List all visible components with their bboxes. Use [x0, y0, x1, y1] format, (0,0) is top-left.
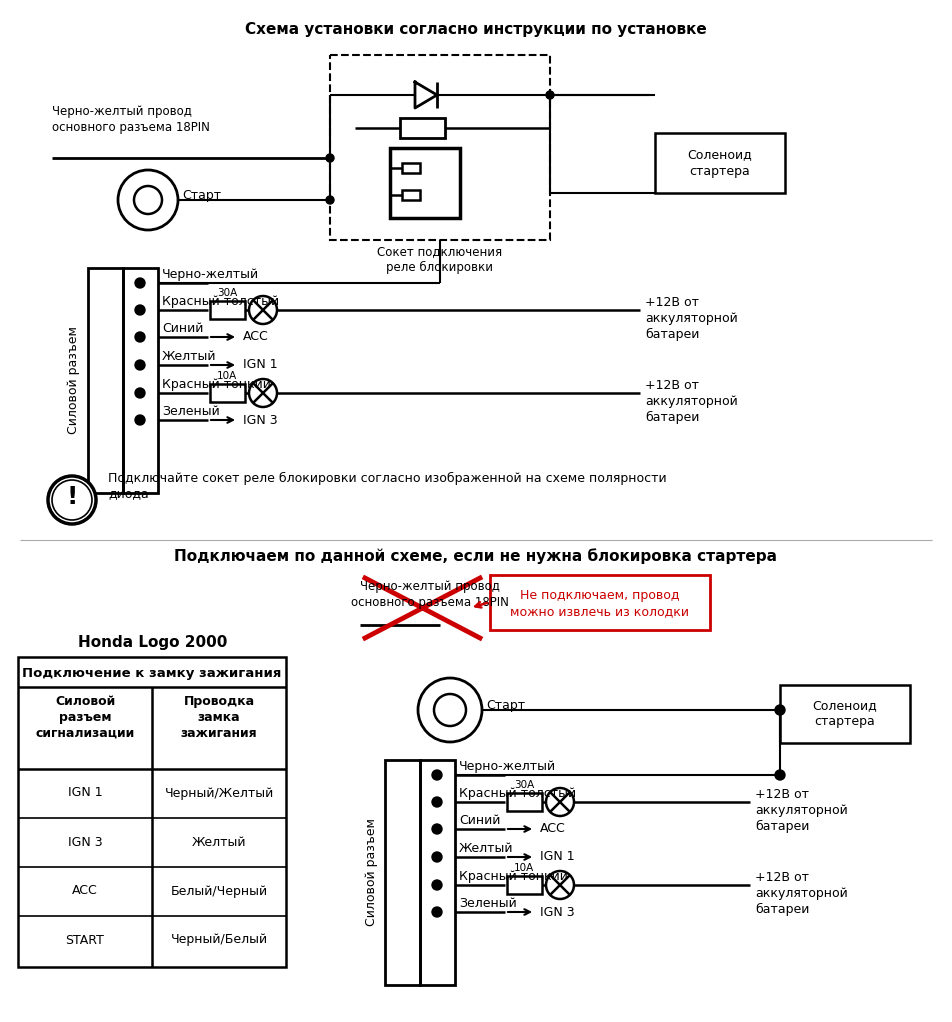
- Text: IGN 3: IGN 3: [540, 905, 575, 919]
- Circle shape: [326, 196, 334, 204]
- Text: Силовой разъем: Силовой разъем: [365, 818, 378, 926]
- Bar: [88, 268, 123, 493]
- Text: Белый/Черный: Белый/Черный: [170, 884, 268, 897]
- Text: Сокет подключения
реле блокировки: Сокет подключения реле блокировки: [377, 245, 503, 274]
- Circle shape: [432, 852, 442, 862]
- Text: Красный тонкий: Красный тонкий: [459, 870, 568, 883]
- Bar: [210, 384, 245, 402]
- Circle shape: [135, 278, 145, 288]
- Text: Зеленый: Зеленый: [162, 405, 220, 418]
- Text: IGN 3: IGN 3: [68, 836, 102, 848]
- Text: IGN 1: IGN 1: [540, 850, 575, 864]
- Bar: [402, 162, 420, 173]
- Text: ACC: ACC: [540, 823, 565, 836]
- Text: START: START: [66, 933, 105, 946]
- Text: +12В от
аккуляторной
батареи: +12В от аккуляторной батареи: [645, 379, 738, 424]
- Text: +12В от
аккуляторной
батареи: +12В от аккуляторной батареи: [755, 871, 847, 916]
- Text: Черный/Белый: Черный/Белый: [170, 933, 268, 946]
- Bar: [490, 575, 710, 630]
- Circle shape: [48, 476, 96, 524]
- Bar: [420, 760, 455, 985]
- Text: !: !: [67, 485, 78, 509]
- Text: +12В от
аккуляторной
батареи: +12В от аккуляторной батареи: [755, 788, 847, 833]
- Text: Черно-желтый провод
основного разъема 18PIN: Черно-желтый провод основного разъема 18…: [52, 105, 209, 134]
- Text: 10A: 10A: [217, 371, 237, 381]
- Bar: [330, 55, 550, 240]
- Circle shape: [52, 480, 92, 520]
- Circle shape: [432, 880, 442, 890]
- Text: Соленоид
стартера: Соленоид стартера: [813, 699, 878, 729]
- Circle shape: [326, 154, 334, 162]
- Text: IGN 1: IGN 1: [68, 787, 102, 799]
- Text: Зеленый: Зеленый: [459, 897, 517, 910]
- Text: Черный/Желтый: Черный/Желтый: [165, 787, 273, 799]
- Circle shape: [249, 379, 277, 407]
- Text: IGN 3: IGN 3: [243, 414, 278, 426]
- Bar: [655, 133, 785, 193]
- Text: 30A: 30A: [514, 780, 534, 790]
- Text: +12В от
аккуляторной
батареи: +12В от аккуляторной батареи: [645, 296, 738, 341]
- Text: Старт: Старт: [182, 189, 221, 202]
- Text: Honda Logo 2000: Honda Logo 2000: [78, 635, 228, 650]
- Text: Старт: Старт: [486, 699, 526, 712]
- Text: Желтый: Желтый: [162, 350, 216, 363]
- Circle shape: [135, 305, 145, 315]
- Text: Черно-желтый: Черно-желтый: [162, 268, 259, 281]
- Circle shape: [775, 705, 785, 715]
- Text: Не подключаем, провод
можно извлечь из колодки: Не подключаем, провод можно извлечь из к…: [510, 590, 689, 618]
- Text: 30A: 30A: [217, 288, 237, 298]
- Bar: [780, 685, 910, 743]
- Circle shape: [546, 91, 554, 99]
- Circle shape: [546, 788, 574, 816]
- Circle shape: [432, 770, 442, 780]
- Text: Подключение к замку зажигания: Подключение к замку зажигания: [22, 667, 282, 681]
- Text: Соленоид
стартера: Соленоид стартера: [687, 148, 752, 178]
- Bar: [402, 190, 420, 200]
- Text: Синий: Синий: [162, 322, 204, 335]
- Text: ACC: ACC: [243, 330, 268, 343]
- Text: Схема установки согласно инструкции по установке: Схема установки согласно инструкции по у…: [245, 22, 707, 37]
- Text: Проводка
замка
зажигания: Проводка замка зажигания: [181, 695, 257, 740]
- Circle shape: [135, 332, 145, 342]
- Circle shape: [135, 360, 145, 370]
- Text: Подключаем по данной схеме, если не нужна блокировка стартера: Подключаем по данной схеме, если не нужн…: [174, 548, 778, 564]
- Text: Красный тонкий: Красный тонкий: [162, 378, 271, 391]
- Text: Красный толстый: Красный толстый: [162, 295, 279, 308]
- Text: IGN 1: IGN 1: [243, 359, 278, 372]
- Circle shape: [418, 678, 482, 742]
- Text: Синий: Синий: [459, 814, 501, 827]
- Text: Силовой разъем: Силовой разъем: [68, 326, 81, 434]
- Bar: [385, 760, 420, 985]
- Bar: [507, 876, 542, 894]
- Circle shape: [118, 170, 178, 230]
- Circle shape: [432, 824, 442, 834]
- Circle shape: [432, 907, 442, 917]
- Text: Черно-желтый провод
основного разъема 18PIN: Черно-желтый провод основного разъема 18…: [351, 580, 509, 609]
- Text: Силовой
разъем
сигнализации: Силовой разъем сигнализации: [35, 695, 134, 740]
- Text: Красный толстый: Красный толстый: [459, 787, 576, 800]
- Circle shape: [249, 296, 277, 324]
- Text: Желтый: Желтый: [459, 842, 513, 855]
- Text: Желтый: Желтый: [191, 836, 247, 848]
- Text: ACC: ACC: [72, 884, 98, 897]
- Bar: [18, 657, 286, 967]
- Text: Черно-желтый: Черно-желтый: [459, 760, 556, 773]
- Circle shape: [134, 186, 162, 214]
- Circle shape: [432, 797, 442, 807]
- Bar: [507, 793, 542, 811]
- Bar: [390, 148, 460, 218]
- Circle shape: [434, 694, 466, 726]
- Bar: [210, 301, 245, 319]
- Text: Подключайте сокет реле блокировки согласно изображенной на схеме полярности
диод: Подключайте сокет реле блокировки соглас…: [108, 471, 666, 501]
- Circle shape: [135, 388, 145, 398]
- Circle shape: [546, 871, 574, 899]
- Circle shape: [135, 415, 145, 425]
- Text: 10A: 10A: [514, 863, 534, 873]
- Bar: [400, 118, 445, 138]
- Bar: [123, 268, 158, 493]
- Circle shape: [775, 770, 785, 780]
